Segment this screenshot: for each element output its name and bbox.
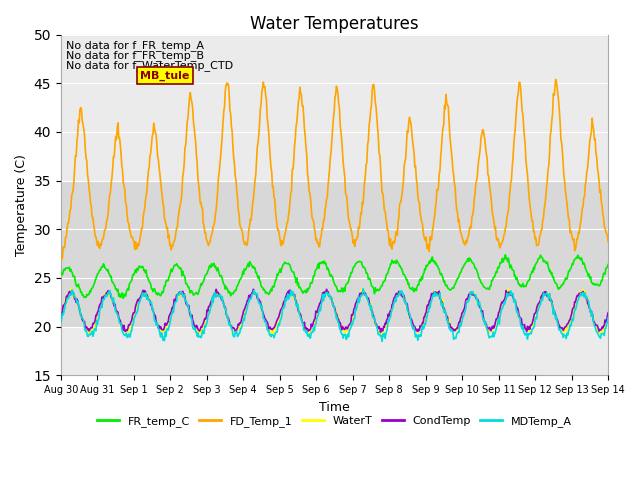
Text: No data for f_FR_temp_A: No data for f_FR_temp_A xyxy=(67,40,204,50)
X-axis label: Time: Time xyxy=(319,400,350,413)
Text: No data for f_FR_temp_B: No data for f_FR_temp_B xyxy=(67,50,204,61)
Legend: FR_temp_C, FD_Temp_1, WaterT, CondTemp, MDTemp_A: FR_temp_C, FD_Temp_1, WaterT, CondTemp, … xyxy=(92,411,577,431)
Text: MB_tule: MB_tule xyxy=(140,71,189,81)
Text: No data for f_WaterTemp_CTD: No data for f_WaterTemp_CTD xyxy=(67,60,234,71)
Title: Water Temperatures: Water Temperatures xyxy=(250,15,419,33)
Bar xyxy=(61,180,608,326)
Y-axis label: Temperature (C): Temperature (C) xyxy=(15,154,28,256)
